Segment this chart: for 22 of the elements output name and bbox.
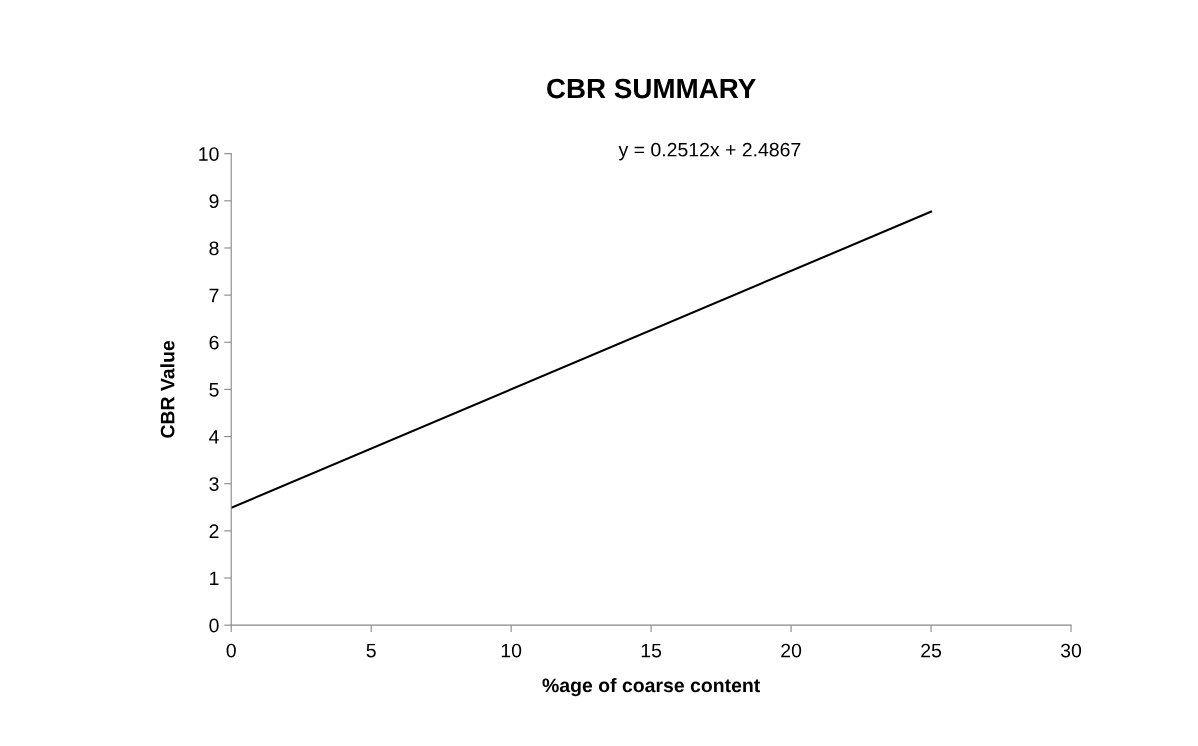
y-tick-label: 7 bbox=[209, 288, 219, 303]
x-tick-label: 10 bbox=[501, 643, 522, 658]
x-tick-label: 15 bbox=[641, 643, 662, 658]
y-tick-label: 5 bbox=[209, 383, 219, 397]
y-tick-label: 3 bbox=[209, 477, 219, 491]
y-tick-label: 2 bbox=[209, 524, 219, 538]
x-tick-label: 25 bbox=[921, 643, 942, 658]
x-axis-title: %age of coarse content bbox=[542, 678, 761, 697]
y-tick-label: 1 bbox=[210, 571, 219, 586]
x-tick-label: 20 bbox=[781, 643, 802, 658]
x-tick-label: 5 bbox=[366, 643, 376, 658]
y-tick-label: 8 bbox=[209, 241, 219, 256]
y-tick-label: 4 bbox=[209, 430, 219, 444]
x-tick-label: 30 bbox=[1060, 643, 1082, 658]
y-axis-title: CBR Value bbox=[160, 340, 175, 438]
y-tick-label: 10 bbox=[199, 147, 219, 161]
y-tick-label: 0 bbox=[209, 618, 219, 633]
y-tick-label: 6 bbox=[209, 335, 219, 350]
y-tick-label: 9 bbox=[209, 194, 219, 209]
x-tick-label: 0 bbox=[226, 643, 236, 658]
annotation: y = 0.2512x + 2.4867 bbox=[618, 142, 801, 161]
chart-title: CBR SUMMARY bbox=[547, 78, 756, 99]
